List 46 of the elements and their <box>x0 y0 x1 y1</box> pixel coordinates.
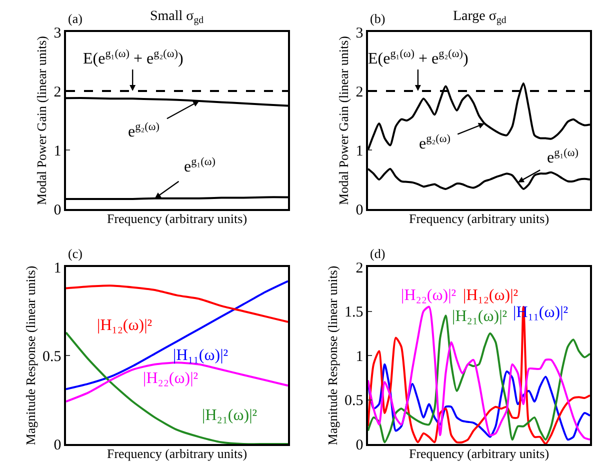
line-series <box>368 363 590 441</box>
text: (c) <box>68 246 82 261</box>
series-label: |H₂₁(ω)|² <box>202 407 258 424</box>
y-tick-label: 1 <box>54 143 62 160</box>
y-axis-title: Modal Power Gain (linear units) <box>34 36 50 205</box>
y-tick-label: 2 <box>356 84 364 100</box>
y-tick-label: 3 <box>54 25 62 42</box>
series-label: |H₁₂(ω)|² <box>97 317 152 334</box>
y-axis-title: Magnitude Response (linear units) <box>22 266 38 446</box>
chart-title: Large σ$_{gd}$ <box>453 9 506 26</box>
y-tick-label: 0 <box>54 437 62 454</box>
y-tick-label: 1 <box>356 348 364 365</box>
y-axis-title: Magnitude Response (linear units) <box>324 266 340 446</box>
x-axis-title: Frequency (arbitrary units) <box>408 210 550 226</box>
x-axis-title: Frequency (arbitrary units) <box>106 446 248 461</box>
y-tick-label: 2 <box>356 260 364 276</box>
series-label: e$^{g₂(ω)}$ <box>128 121 160 141</box>
y-tick-label: 0 <box>356 437 364 454</box>
series-label: |H₁₂(ω)|² <box>463 287 518 304</box>
series-label: e$^{g₁(ω)}$ <box>547 147 579 167</box>
y-tick-label: 2 <box>54 84 62 100</box>
x-axis-title: Frequency (arbitrary units) <box>106 210 248 226</box>
y-tick-label: 0.5 <box>42 348 62 365</box>
line-series <box>66 362 288 403</box>
y-tick-label: 1 <box>54 260 62 276</box>
series-label: |H₂₂(ω)|² <box>401 287 456 304</box>
y-axis-title: Modal Power Gain (linear units) <box>336 36 352 205</box>
series-label: |H₂₂(ω)|² <box>143 370 198 387</box>
text: (a) <box>68 11 82 26</box>
series-label: |H₁₁(ω)|² <box>173 347 228 364</box>
text: (b) <box>370 11 386 26</box>
y-tick-label: 3 <box>356 25 364 42</box>
text: (d) <box>370 246 386 261</box>
y-tick-label: 1.5 <box>344 304 364 320</box>
ref-line-label: E(e$^{g₁(ω)}$ + e$^{g₂(ω)}$) <box>83 48 184 68</box>
line-series <box>66 280 288 390</box>
series-label: |H₂₁(ω)|² <box>452 308 508 325</box>
y-tick-label: 0 <box>54 202 62 218</box>
ref-line-label: E(e$^{g₁(ω)}$ + e$^{g₂(ω)}$) <box>368 48 468 68</box>
x-axis-title: Frequency (arbitrary units) <box>408 446 550 461</box>
y-tick-label: 0 <box>356 202 364 218</box>
series-label: e$^{g₂(ω)}$ <box>419 133 451 153</box>
series-label: e$^{g₁(ω)}$ <box>184 156 216 176</box>
y-tick-label: 0.5 <box>344 393 364 409</box>
y-tick-label: 1 <box>356 143 364 160</box>
chart-title: Small σ$_{gd}$ <box>150 9 204 26</box>
